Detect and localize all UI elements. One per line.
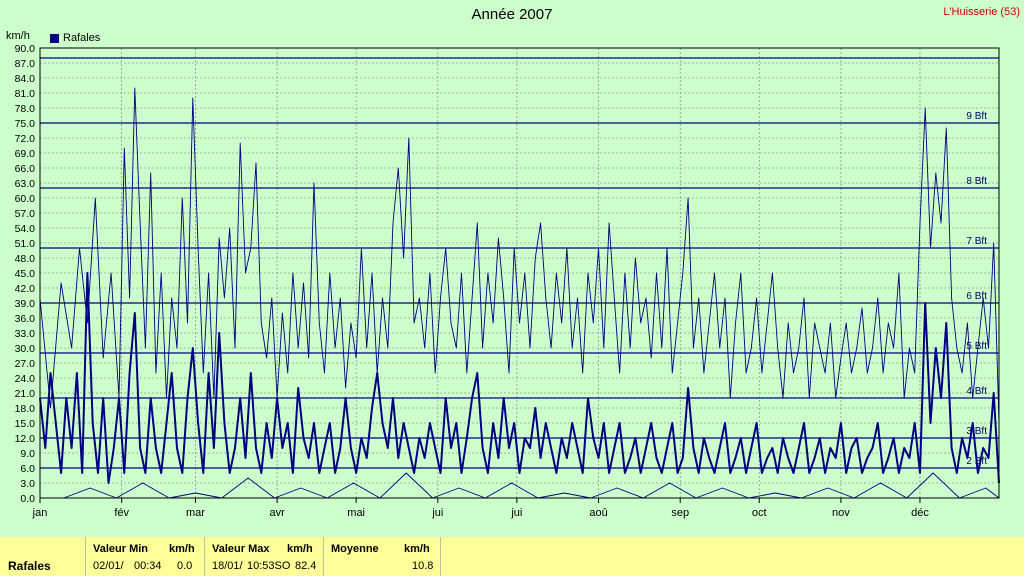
y-tick-label: 57.0 bbox=[15, 208, 36, 220]
stats-panel: Rafales Valeur Min km/h 02/01/ 00:34 0.0… bbox=[0, 537, 1024, 576]
beaufort-label: 5 Bft bbox=[966, 341, 987, 352]
y-tick-label: 90.0 bbox=[15, 43, 36, 55]
stats-max-time: 10:53SO bbox=[247, 560, 291, 572]
legend-swatch bbox=[50, 33, 59, 43]
y-tick-label: 39.0 bbox=[15, 298, 36, 310]
stats-mean-cell: Moyenne km/h 10.8 bbox=[324, 537, 441, 576]
stats-mean-value: 10.8 bbox=[412, 560, 434, 572]
y-tick-label: 72.0 bbox=[15, 133, 36, 145]
location-label: L'Huisserie (53) bbox=[943, 6, 1020, 18]
plot-frame bbox=[39, 47, 1000, 499]
y-tick-label: 42.0 bbox=[15, 283, 36, 295]
y-tick-label: 33.0 bbox=[15, 328, 36, 340]
stats-min-header: Valeur Min bbox=[93, 543, 149, 555]
stats-series-cell: Rafales bbox=[0, 537, 86, 576]
y-tick-label: 75.0 bbox=[15, 118, 36, 130]
series-lines bbox=[39, 87, 1000, 499]
x-tick-label: avr bbox=[269, 507, 285, 519]
x-tick-label: oct bbox=[752, 507, 767, 519]
legend: Rafales bbox=[50, 32, 100, 44]
y-tick-label: 51.0 bbox=[15, 238, 36, 250]
y-tick-label: 60.0 bbox=[15, 193, 36, 205]
stats-min-cell: Valeur Min km/h 02/01/ 00:34 0.0 bbox=[86, 537, 205, 576]
stats-mean-header: Moyenne bbox=[331, 543, 379, 555]
stats-min-date: 02/01/ bbox=[93, 560, 124, 572]
y-tick-label: 3.0 bbox=[20, 478, 35, 490]
y-tick-label: 78.0 bbox=[15, 103, 36, 115]
y-tick-label: 66.0 bbox=[15, 163, 36, 175]
y-tick-label: 45.0 bbox=[15, 268, 36, 280]
beaufort-label: 8 Bft bbox=[966, 176, 987, 187]
beaufort-label: 9 Bft bbox=[966, 111, 987, 122]
series-line-max bbox=[39, 87, 1000, 424]
x-tick-label: déc bbox=[911, 507, 929, 519]
series-line-mean bbox=[39, 272, 1000, 484]
y-tick-label: 63.0 bbox=[15, 178, 36, 190]
stats-mean-unit: km/h bbox=[404, 543, 430, 555]
x-tick-label: sep bbox=[671, 507, 689, 519]
stats-min-time: 00:34 bbox=[134, 560, 162, 572]
y-tick-label: 0.0 bbox=[20, 493, 35, 505]
stats-max-date: 18/01/ bbox=[212, 560, 243, 572]
stats-max-header: Valeur Max bbox=[212, 543, 270, 555]
stats-max-unit: km/h bbox=[287, 543, 313, 555]
y-tick-label: 54.0 bbox=[15, 223, 36, 235]
beaufort-label: 6 Bft bbox=[966, 291, 987, 302]
y-tick-label: 6.0 bbox=[20, 463, 35, 475]
y-tick-label: 9.0 bbox=[20, 448, 35, 460]
grid bbox=[40, 47, 999, 499]
y-tick-label: 48.0 bbox=[15, 253, 36, 265]
y-tick-label: 81.0 bbox=[15, 88, 36, 100]
x-tick-label: jui bbox=[431, 507, 443, 519]
stats-max-value: 82.4 bbox=[295, 560, 317, 572]
y-tick-label: 18.0 bbox=[15, 403, 36, 415]
legend-label: Rafales bbox=[63, 32, 101, 44]
stats-max-cell: Valeur Max km/h 18/01/ 10:53SO 82.4 bbox=[205, 537, 324, 576]
x-tick-label: jui bbox=[510, 507, 522, 519]
beaufort-label: 3 Bft bbox=[966, 426, 987, 437]
x-tick-label: jan bbox=[32, 507, 48, 519]
x-axis-ticks: jan fév mar avr mai jui jui aoû sep oct nov déc bbox=[32, 498, 929, 519]
y-tick-label: 30.0 bbox=[15, 343, 36, 355]
x-tick-label: aoû bbox=[589, 507, 607, 519]
x-tick-label: nov bbox=[832, 507, 850, 519]
y-tick-label: 84.0 bbox=[15, 73, 36, 85]
beaufort-label: 4 Bft bbox=[966, 386, 987, 397]
y-tick-label: 15.0 bbox=[15, 418, 36, 430]
y-tick-label: 24.0 bbox=[15, 373, 36, 385]
y-tick-label: 69.0 bbox=[15, 148, 36, 160]
y-tick-label: 36.0 bbox=[15, 313, 36, 325]
y-tick-label: 87.0 bbox=[15, 58, 36, 70]
beaufort-label: 7 Bft bbox=[966, 236, 987, 247]
x-tick-label: mar bbox=[186, 507, 205, 519]
y-axis-ticks: 0.0 3.0 6.0 9.0 12.0 15.0 18.0 21.0 24.0 27.0 30.0… bbox=[15, 43, 36, 505]
y-tick-label: 27.0 bbox=[15, 358, 36, 370]
x-tick-label: mai bbox=[347, 507, 365, 519]
stats-min-unit: km/h bbox=[169, 543, 195, 555]
y-tick-label: 21.0 bbox=[15, 388, 36, 400]
y-axis-label: km/h bbox=[6, 30, 30, 42]
series-line-min bbox=[40, 472, 1000, 499]
y-tick-label: 12.0 bbox=[15, 433, 36, 445]
stats-series-label: Rafales bbox=[8, 559, 51, 573]
stats-min-value: 0.0 bbox=[177, 560, 193, 572]
x-tick-label: fév bbox=[114, 507, 129, 519]
chart-title: Année 2007 bbox=[471, 6, 553, 23]
